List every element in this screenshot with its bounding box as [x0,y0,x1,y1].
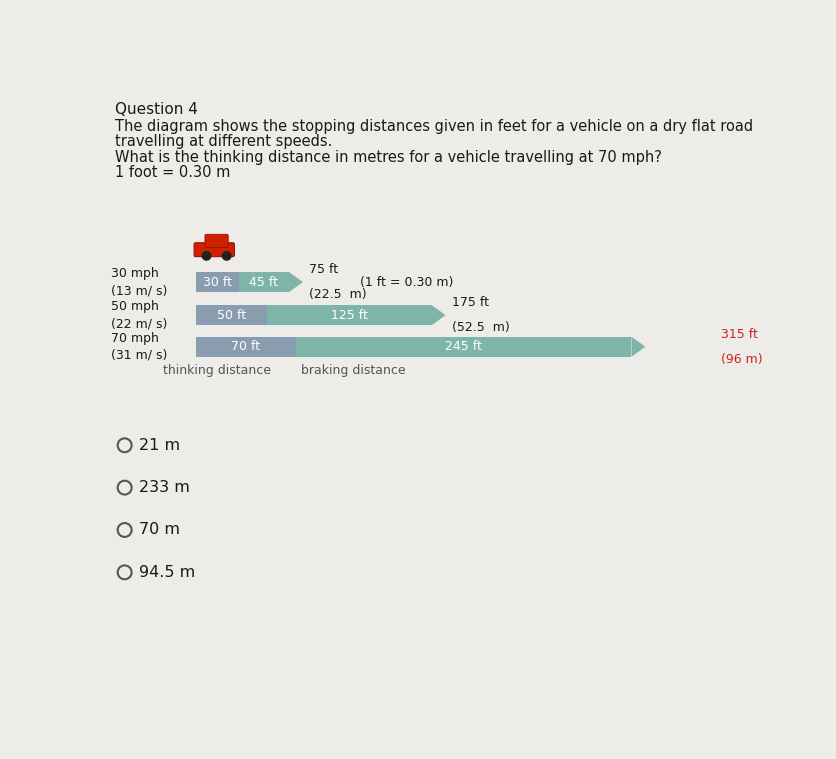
Text: What is the thinking distance in metres for a vehicle travelling at 70 mph?: What is the thinking distance in metres … [115,150,662,165]
Text: Question 4: Question 4 [115,102,198,117]
FancyBboxPatch shape [194,243,234,257]
Circle shape [222,252,231,260]
Text: travelling at different speeds.: travelling at different speeds. [115,134,333,150]
Text: (1 ft = 0.30 m): (1 ft = 0.30 m) [359,276,453,288]
Text: 30 ft: 30 ft [203,276,232,288]
Text: braking distance: braking distance [301,364,405,377]
Text: The diagram shows the stopping distances given in feet for a vehicle on a dry fl: The diagram shows the stopping distances… [115,119,753,134]
FancyBboxPatch shape [196,305,268,325]
Polygon shape [431,305,446,325]
Text: (22.5  m): (22.5 m) [309,288,367,301]
Text: (96 m): (96 m) [721,353,763,366]
Text: 1 foot = 0.30 m: 1 foot = 0.30 m [115,165,231,180]
Text: 30 mph
(13 m/ s): 30 mph (13 m/ s) [110,267,167,297]
Text: 245 ft: 245 ft [446,340,482,353]
Text: 70 mph
(31 m/ s): 70 mph (31 m/ s) [110,332,167,362]
Text: 175 ft: 175 ft [452,296,489,309]
FancyBboxPatch shape [196,337,296,357]
Text: thinking distance: thinking distance [163,364,272,377]
FancyBboxPatch shape [296,337,631,357]
Text: 75 ft: 75 ft [309,263,339,276]
FancyBboxPatch shape [239,272,289,292]
Text: 70 ft: 70 ft [232,340,261,353]
Text: 50 mph
(22 m/ s): 50 mph (22 m/ s) [110,300,167,330]
FancyBboxPatch shape [196,272,239,292]
Text: 45 ft: 45 ft [249,276,278,288]
FancyBboxPatch shape [268,305,431,325]
Text: 94.5 m: 94.5 m [139,565,195,580]
Circle shape [202,252,211,260]
FancyBboxPatch shape [205,235,228,247]
Text: 125 ft: 125 ft [331,309,368,322]
Text: 315 ft: 315 ft [721,328,758,341]
Text: 70 m: 70 m [139,522,180,537]
Polygon shape [289,272,303,292]
Text: 50 ft: 50 ft [217,309,246,322]
Text: (52.5  m): (52.5 m) [452,321,510,334]
Text: 21 m: 21 m [139,438,180,453]
Text: 233 m: 233 m [139,480,190,495]
Polygon shape [631,337,645,357]
